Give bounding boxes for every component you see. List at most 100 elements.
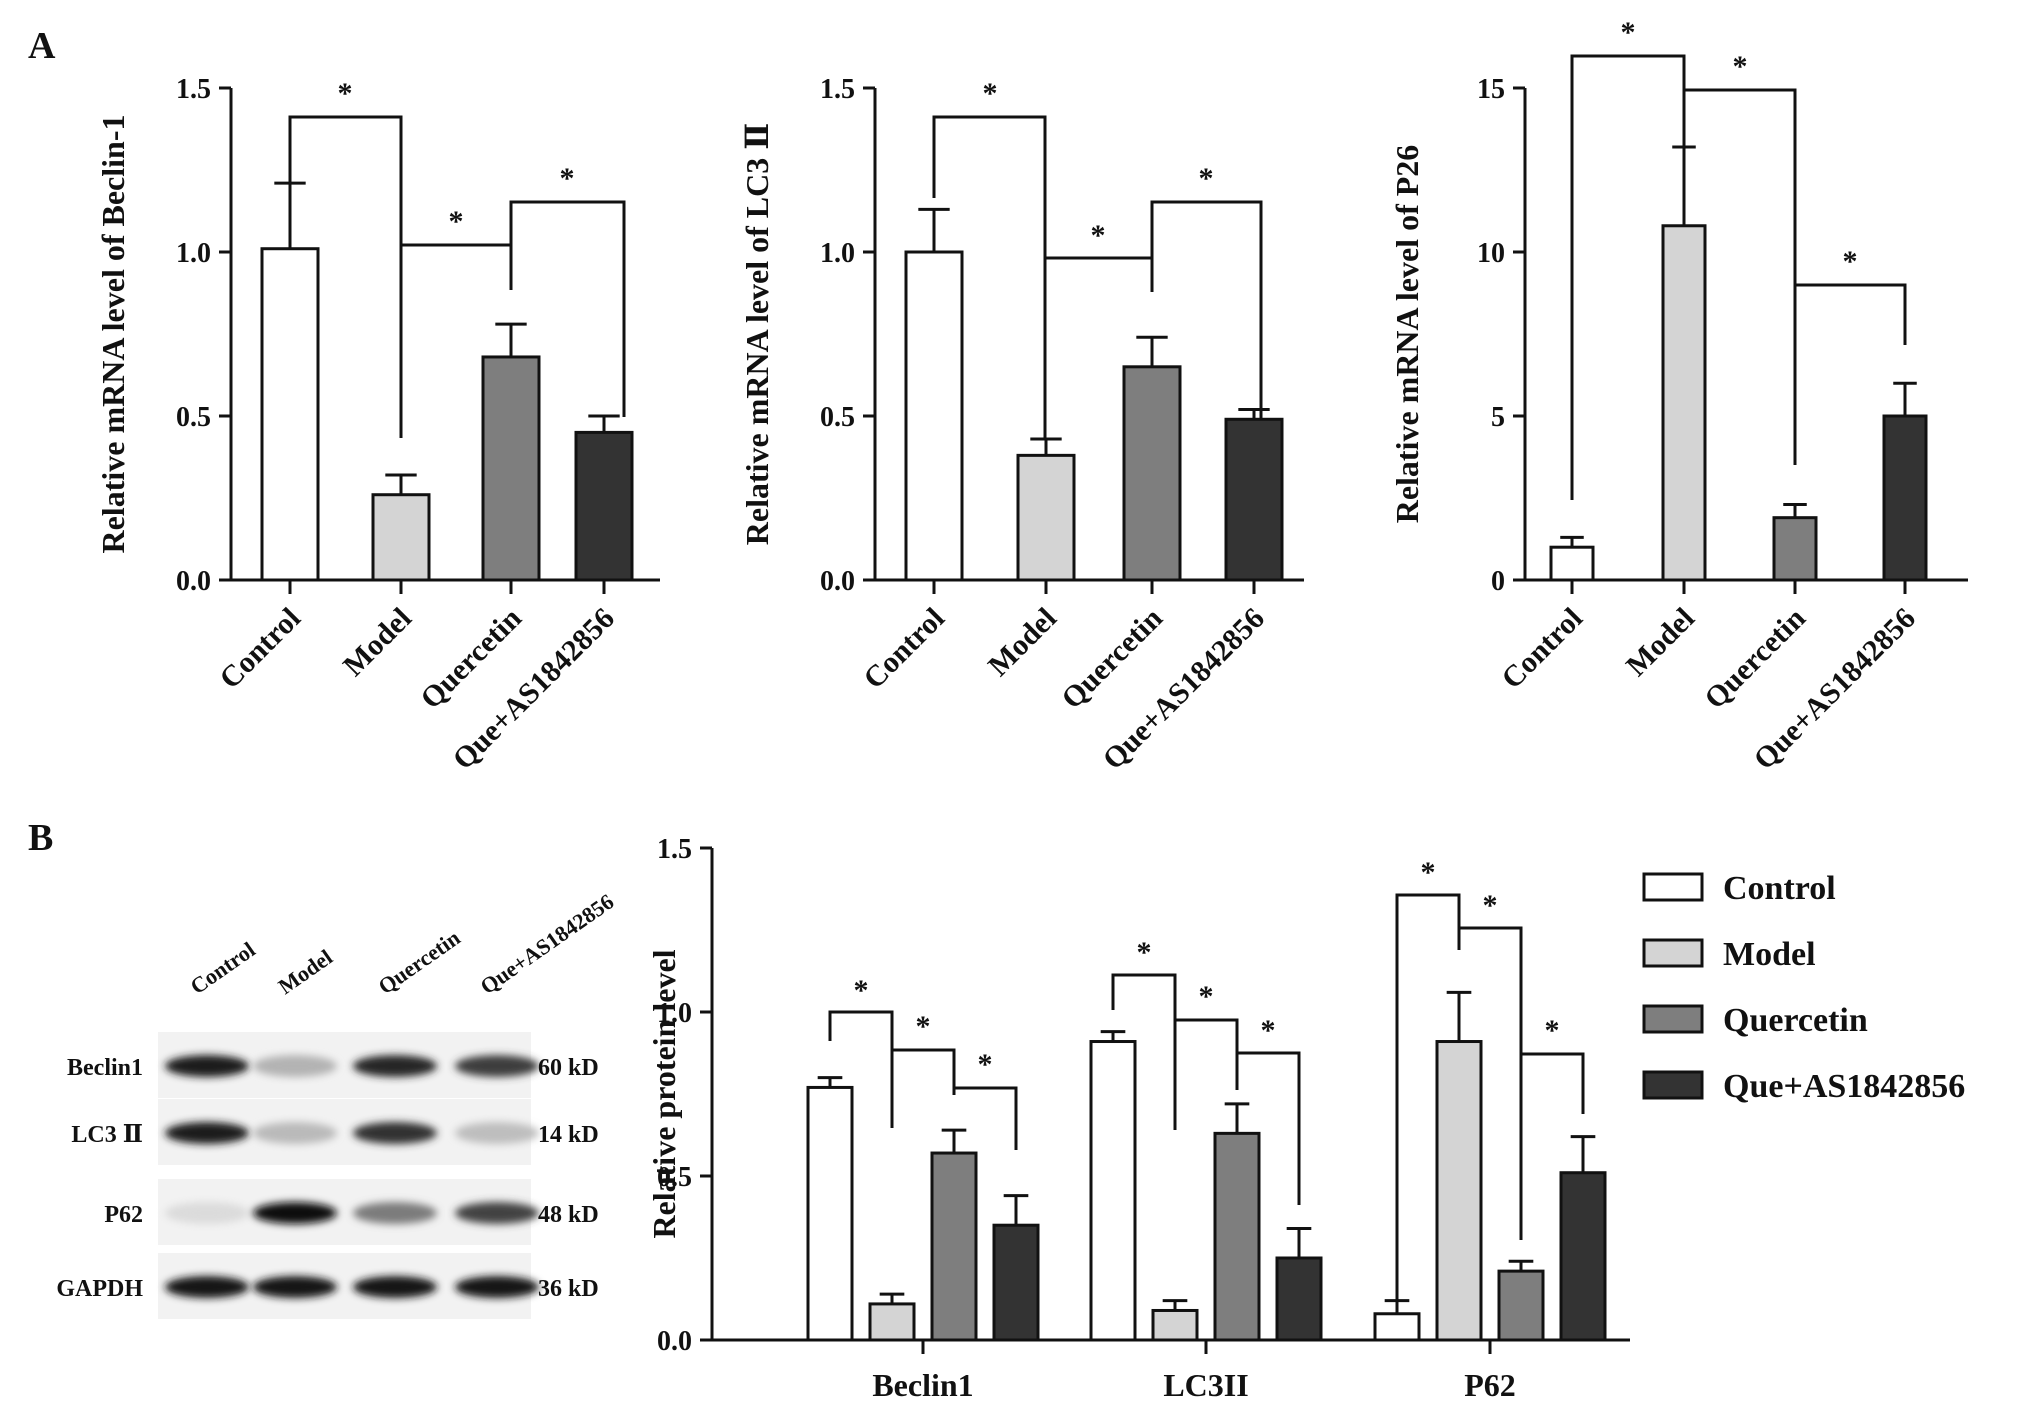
y-tick-label: 1.5 (176, 74, 211, 105)
y-axis-label: Relative mRNA level of P26 (1389, 145, 1425, 524)
panel-label-b: B (28, 817, 53, 859)
blot-protein-label: P62 (104, 1202, 143, 1228)
significance-bracket (828, 1010, 894, 1128)
significance-star: * (1261, 1014, 1276, 1047)
blot-band (253, 1122, 337, 1144)
x-tick-label: Model (337, 602, 418, 683)
significance-bracket (509, 200, 626, 417)
bar-que+as1842856 (1224, 417, 1284, 582)
significance-star: * (1545, 1014, 1560, 1047)
significance-bracket (932, 115, 1047, 439)
blot-band (353, 1202, 437, 1224)
significance-star: * (1733, 50, 1748, 83)
y-tick-label: 1.0 (820, 238, 855, 269)
significance-bracket (1459, 926, 1523, 1240)
y-tick-label: 5 (1491, 402, 1505, 433)
bar-p62-model (1435, 1040, 1483, 1342)
bar-control (904, 250, 964, 582)
bar-que+as1842856 (574, 430, 634, 582)
legend-label-control: Control (1723, 870, 1836, 907)
significance-bracket (1395, 893, 1461, 1300)
blot-band (253, 1202, 337, 1224)
significance-bracket (1793, 283, 1907, 345)
legend-swatch-quercetin (1642, 1004, 1704, 1034)
bar-p62-que+as1842856 (1559, 1171, 1607, 1342)
significance-star: * (1421, 856, 1436, 889)
significance-bracket (954, 1086, 1018, 1150)
x-tick-label: P62 (1464, 1367, 1516, 1403)
panel-label-a: A (28, 25, 56, 67)
x-tick-label: LC3II (1163, 1367, 1248, 1403)
blot-protein-label: LC3 Ⅱ (71, 1122, 143, 1148)
y-axis-label: Relative mRNA level of Beclin-1 (95, 115, 131, 554)
bar-lc3ii-model (1151, 1308, 1199, 1342)
significance-bracket (1150, 200, 1263, 418)
y-tick-label: 0.5 (820, 402, 855, 433)
blot-lane-label: Model (274, 944, 337, 999)
blot-band (455, 1122, 539, 1144)
y-tick-label: 1.5 (820, 74, 855, 105)
significance-bracket (1175, 1018, 1239, 1090)
bar-model (1016, 453, 1076, 582)
legend-swatch-control (1642, 872, 1704, 902)
western-blot-area (150, 1025, 535, 1310)
blot-lane-label: Quercetin (374, 925, 465, 999)
significance-star: * (1199, 980, 1214, 1013)
y-axis-label: Relative mRNA level of LC3 Ⅱ (739, 123, 775, 545)
y-tick-label: 0.0 (657, 1326, 692, 1357)
blot-size-label: 14 kD (538, 1122, 599, 1148)
y-tick-label: 1.0 (657, 998, 692, 1029)
bar-que+as1842856 (1882, 414, 1928, 582)
x-tick-label: Control (857, 602, 951, 696)
significance-star: * (560, 162, 575, 195)
bar-model (1661, 224, 1707, 582)
y-tick-label: 0.0 (176, 566, 211, 597)
bar-control (260, 247, 320, 582)
significance-star: * (1483, 889, 1498, 922)
significance-star: * (983, 77, 998, 110)
x-tick-label: Control (1495, 602, 1589, 696)
blot-band (253, 1055, 337, 1077)
bar-quercetin (481, 355, 541, 582)
blot-lane-label: Que+AS1842856 (476, 889, 619, 999)
significance-star: * (978, 1048, 993, 1081)
x-tick-label: Model (1620, 602, 1701, 683)
blot-band (165, 1276, 249, 1298)
legend-label-que+as1842856: Que+AS1842856 (1723, 1068, 1965, 1105)
bar-lc3ii-control (1089, 1040, 1137, 1342)
y-tick-label: 0.5 (176, 402, 211, 433)
significance-star: * (1843, 245, 1858, 278)
bar-beclin1-que+as1842856 (992, 1223, 1040, 1342)
bar-quercetin (1772, 516, 1818, 582)
y-tick-label: 0.0 (820, 566, 855, 597)
significance-star: * (1621, 16, 1636, 49)
bar-beclin1-quercetin (930, 1151, 978, 1342)
blot-band (353, 1122, 437, 1144)
significance-bracket (1684, 88, 1797, 465)
y-axis-label: Relative protein level (646, 949, 682, 1238)
significance-bracket (892, 1048, 956, 1095)
significance-bracket (1521, 1052, 1585, 1114)
y-tick-label: 1.5 (657, 834, 692, 865)
bar-lc3ii-quercetin (1213, 1131, 1261, 1342)
bar-p62-quercetin (1497, 1269, 1545, 1342)
blot-band (353, 1276, 437, 1298)
significance-bracket (1111, 973, 1177, 1130)
blot-band (165, 1202, 249, 1224)
significance-bracket (288, 115, 403, 438)
significance-bracket (1045, 256, 1154, 292)
blot-size-label: 36 kD (538, 1276, 599, 1302)
x-tick-label: Que+AS1842856 (446, 602, 621, 777)
bar-beclin1-model (868, 1302, 916, 1342)
bar-lc3ii-que+as1842856 (1275, 1256, 1323, 1342)
y-tick-label: 10 (1477, 238, 1505, 269)
significance-star: * (1091, 219, 1106, 252)
blot-band (455, 1202, 539, 1224)
y-tick-label: 15 (1477, 74, 1505, 105)
legend-label-quercetin: Quercetin (1723, 1002, 1868, 1039)
legend-swatch-model (1642, 938, 1704, 968)
significance-star: * (1137, 936, 1152, 969)
significance-star: * (338, 77, 353, 110)
bar-quercetin (1122, 365, 1182, 582)
